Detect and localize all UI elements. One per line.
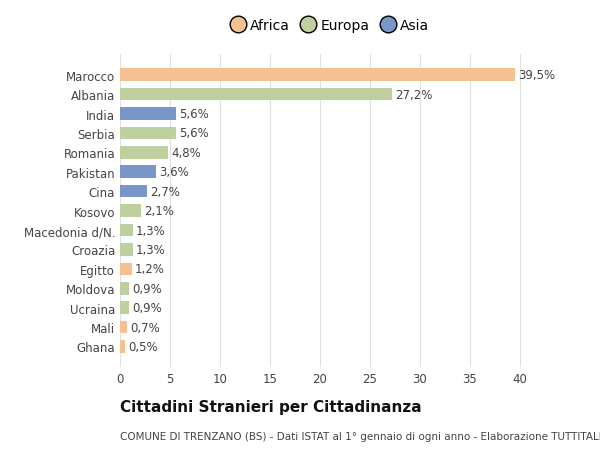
Bar — [120, 244, 133, 256]
Text: 1,3%: 1,3% — [136, 243, 166, 257]
Text: 2,1%: 2,1% — [144, 205, 174, 218]
Bar — [120, 321, 127, 334]
Bar — [120, 108, 176, 121]
Text: 0,9%: 0,9% — [132, 282, 162, 295]
Text: 1,3%: 1,3% — [136, 224, 166, 237]
Text: 39,5%: 39,5% — [518, 69, 555, 82]
Bar — [120, 185, 147, 198]
Bar — [120, 205, 141, 218]
Text: 5,6%: 5,6% — [179, 127, 209, 140]
Bar — [120, 341, 125, 353]
Bar — [120, 147, 168, 159]
Bar — [120, 224, 133, 237]
Text: 4,8%: 4,8% — [171, 146, 201, 160]
Text: 0,7%: 0,7% — [130, 321, 160, 334]
Text: 5,6%: 5,6% — [179, 108, 209, 121]
Bar — [120, 263, 132, 275]
Text: 27,2%: 27,2% — [395, 89, 433, 101]
Text: 1,2%: 1,2% — [135, 263, 165, 276]
Text: Cittadini Stranieri per Cittadinanza: Cittadini Stranieri per Cittadinanza — [120, 399, 422, 414]
Bar — [120, 302, 129, 314]
Legend: Africa, Europa, Asia: Africa, Europa, Asia — [227, 15, 433, 38]
Text: 2,7%: 2,7% — [150, 185, 180, 198]
Bar — [120, 166, 156, 179]
Bar — [120, 89, 392, 101]
Bar — [120, 127, 176, 140]
Bar — [120, 282, 129, 295]
Bar — [120, 69, 515, 82]
Text: COMUNE DI TRENZANO (BS) - Dati ISTAT al 1° gennaio di ogni anno - Elaborazione T: COMUNE DI TRENZANO (BS) - Dati ISTAT al … — [120, 431, 600, 442]
Text: 3,6%: 3,6% — [159, 166, 189, 179]
Text: 0,5%: 0,5% — [128, 340, 158, 353]
Text: 0,9%: 0,9% — [132, 302, 162, 314]
